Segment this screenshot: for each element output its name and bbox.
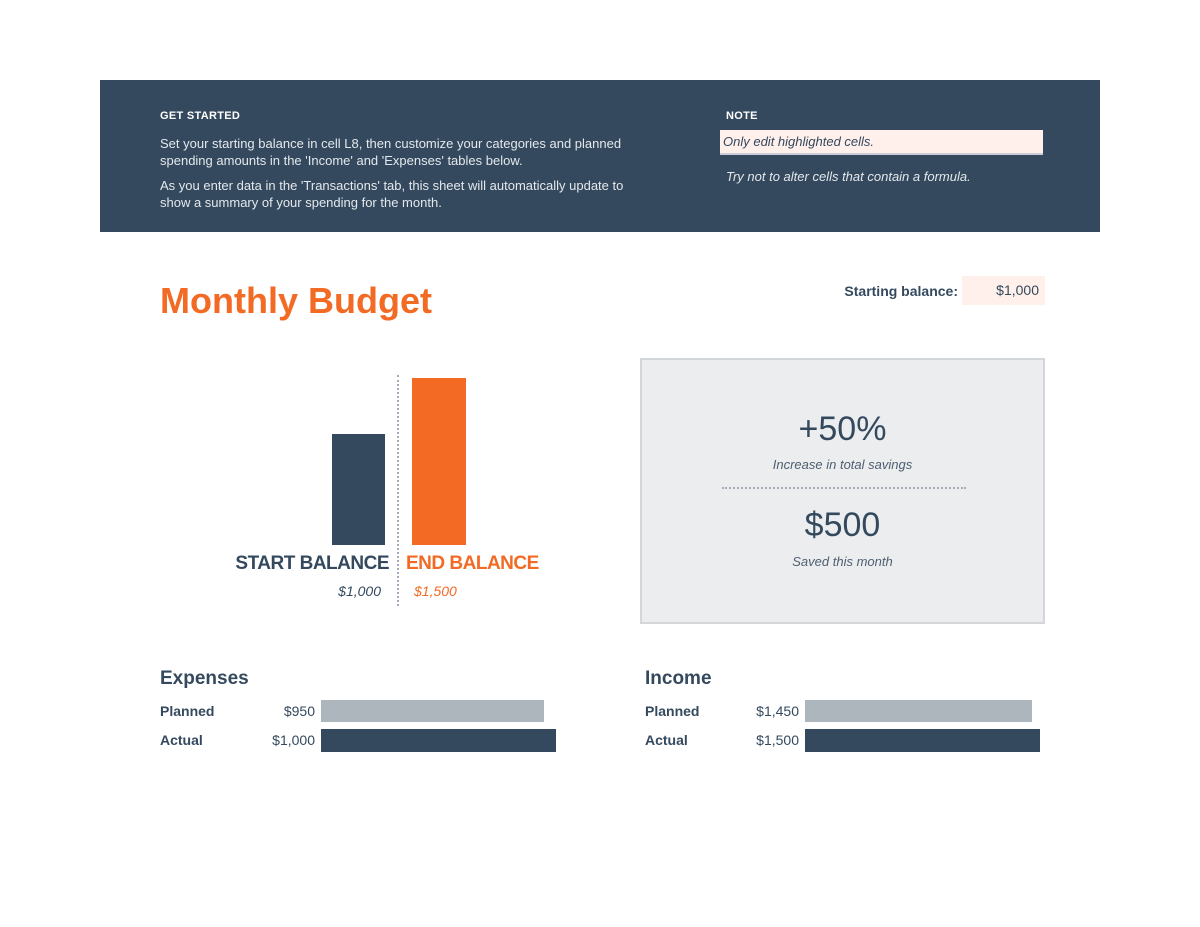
note-formula: Try not to alter cells that contain a fo… — [726, 169, 971, 184]
savings-summary-card: +50% Increase in total savings $500 Save… — [640, 358, 1045, 624]
income-actual-label: Actual — [645, 732, 688, 748]
expenses-actual-bar — [321, 729, 556, 752]
starting-balance-label: Starting balance: — [844, 283, 958, 299]
savings-percent: +50% — [798, 410, 887, 448]
summary-divider — [722, 487, 966, 489]
page-title: Monthly Budget — [160, 280, 432, 321]
note-heading: NOTE — [726, 110, 758, 122]
end-balance-bar — [412, 378, 466, 545]
starting-balance-input[interactable]: $1,000 — [962, 276, 1045, 305]
get-started-banner: GET STARTED Set your starting balance in… — [100, 80, 1100, 232]
note-highlighted[interactable]: Only edit highlighted cells. — [720, 130, 1043, 155]
income-actual-value: $1,500 — [756, 732, 799, 748]
get-started-text-2: As you enter data in the 'Transactions' … — [160, 178, 624, 210]
get-started-heading: GET STARTED — [160, 110, 241, 122]
income-planned-label: Planned — [645, 703, 700, 719]
expenses-actual-label: Actual — [160, 732, 203, 748]
start-balance-value: $1,000 — [338, 583, 381, 599]
expenses-actual-value: $1,000 — [272, 732, 315, 748]
end-balance-value: $1,500 — [414, 583, 457, 599]
expenses-title: Expenses — [160, 668, 249, 689]
income-actual-bar — [805, 729, 1040, 752]
saved-amount: $500 — [804, 506, 881, 544]
savings-percent-label: Increase in total savings — [772, 457, 913, 472]
expenses-planned-value: $950 — [283, 703, 315, 719]
expenses-planned-bar — [321, 700, 545, 722]
income-planned-value: $1,450 — [756, 703, 799, 719]
end-balance-label: END BALANCE — [406, 553, 539, 574]
income-title: Income — [645, 668, 712, 689]
divider-line — [397, 375, 399, 606]
saved-label: Saved this month — [792, 554, 893, 569]
start-balance-label: START BALANCE — [235, 553, 389, 574]
get-started-text-1: Set your starting balance in cell L8, th… — [160, 136, 622, 168]
start-balance-bar — [332, 433, 385, 545]
income-planned-bar — [805, 700, 1033, 722]
expenses-planned-label: Planned — [160, 703, 215, 719]
